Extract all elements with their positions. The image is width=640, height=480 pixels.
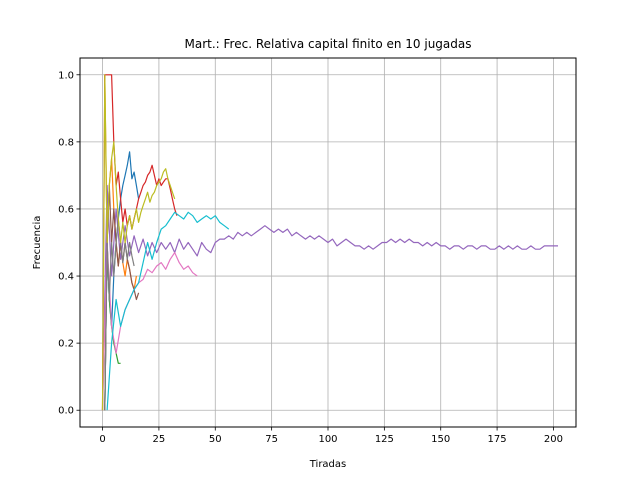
- series-line-7: [101, 241, 198, 411]
- y-tick-label: 0.6: [58, 204, 74, 215]
- x-axis-title: Tiradas: [309, 459, 347, 470]
- series-line-5: [101, 184, 558, 411]
- x-tick-label: 175: [488, 434, 507, 445]
- y-tick-label: 0.2: [58, 339, 74, 350]
- y-tick-label: 0.0: [58, 406, 74, 417]
- y-tick-label: 1.0: [58, 70, 74, 81]
- ticks: 0 25 50 75 100 125 150 175 200 0.0 0.2 0.4 0.6 0.8 1.0: [58, 70, 563, 445]
- x-tick-label: 25: [153, 434, 166, 445]
- series-group: [101, 74, 558, 411]
- series-line-10: [106, 211, 230, 411]
- chart-title: Mart.: Frec. Relativa capital finito en …: [185, 37, 472, 51]
- x-tick-label: 100: [318, 434, 337, 445]
- x-tick-label: 0: [99, 434, 105, 445]
- y-axis-title: Frecuencia: [32, 216, 43, 270]
- x-tick-label: 200: [544, 434, 563, 445]
- series-line-9: [101, 74, 176, 411]
- x-tick-label: 50: [209, 434, 222, 445]
- x-tick-label: 125: [375, 434, 394, 445]
- y-tick-label: 0.8: [58, 137, 74, 148]
- x-tick-label: 150: [431, 434, 450, 445]
- x-tick-label: 75: [265, 434, 278, 445]
- y-tick-label: 0.4: [58, 272, 74, 283]
